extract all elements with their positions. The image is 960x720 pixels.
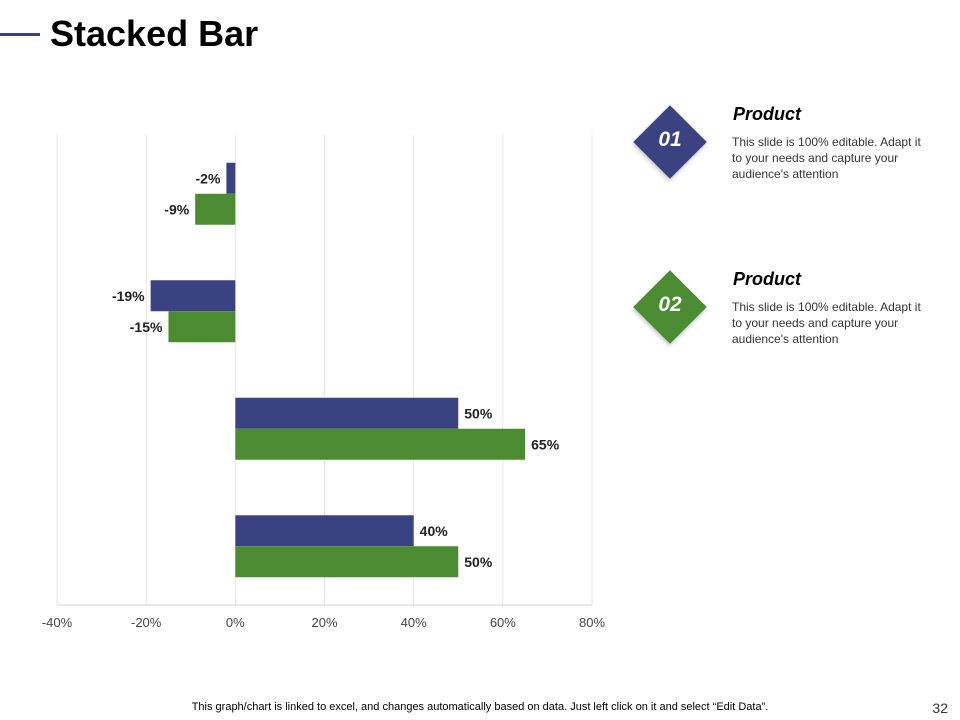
x-tick-label: -20% [131, 615, 162, 630]
data-label: -15% [130, 319, 163, 335]
legend-card-product-02: 02 Product This slide is 100% editable. … [632, 269, 932, 349]
card-title-01: Product [733, 104, 802, 124]
page-title: Stacked Bar [50, 13, 259, 54]
x-tick-label: 80% [579, 615, 605, 630]
data-label: 50% [464, 554, 493, 570]
x-tick-label: 60% [490, 615, 516, 630]
card-body-02: This slide is 100% editable. Adapt it to… [732, 300, 921, 346]
data-label: -2% [196, 170, 221, 186]
page-number: 32 [932, 700, 948, 716]
x-tick-label: -40% [42, 615, 73, 630]
data-label: 40% [420, 523, 449, 539]
card-body-01: This slide is 100% editable. Adapt it to… [732, 135, 921, 181]
data-label: -9% [164, 201, 189, 217]
bar-product-01 [235, 397, 459, 429]
footer-note-text: This graph/chart is linked to excel, and… [191, 701, 769, 713]
bar-product-02 [235, 546, 459, 578]
x-tick-label: 0% [226, 615, 245, 630]
data-label: 65% [531, 436, 560, 452]
bar-chart[interactable]: -40% -20% 0% 20% 40% 60% 80% -2% -9% -19% -15% 50% 6… [0, 0, 620, 650]
bar-product-01 [226, 162, 236, 194]
footer-note: This graph/chart is linked to excel, and… [0, 701, 960, 713]
bar-product-01 [150, 280, 236, 312]
bar-product-02 [235, 428, 526, 460]
card-title-02: Product [733, 269, 802, 289]
badge-number-02: 02 [658, 293, 682, 316]
bar-product-02 [195, 193, 236, 225]
bar-product-02 [168, 311, 236, 343]
badge-number-01: 01 [658, 128, 682, 151]
bar-product-01 [235, 515, 414, 547]
x-tick-label: 20% [311, 615, 337, 630]
legend-card-product-01: 01 Product This slide is 100% editable. … [632, 104, 932, 184]
title-accent-line [0, 33, 40, 36]
data-label: 50% [464, 405, 493, 421]
data-label: -19% [112, 288, 145, 304]
x-tick-label: 40% [401, 615, 427, 630]
